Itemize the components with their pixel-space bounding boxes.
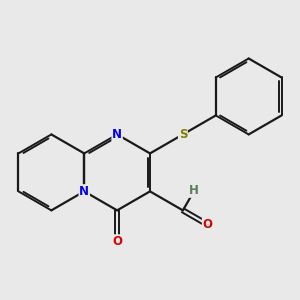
Text: S: S <box>178 128 187 141</box>
Text: H: H <box>189 184 199 197</box>
Text: N: N <box>79 185 89 198</box>
Text: O: O <box>202 218 212 231</box>
Text: N: N <box>112 128 122 141</box>
Text: O: O <box>112 235 122 248</box>
